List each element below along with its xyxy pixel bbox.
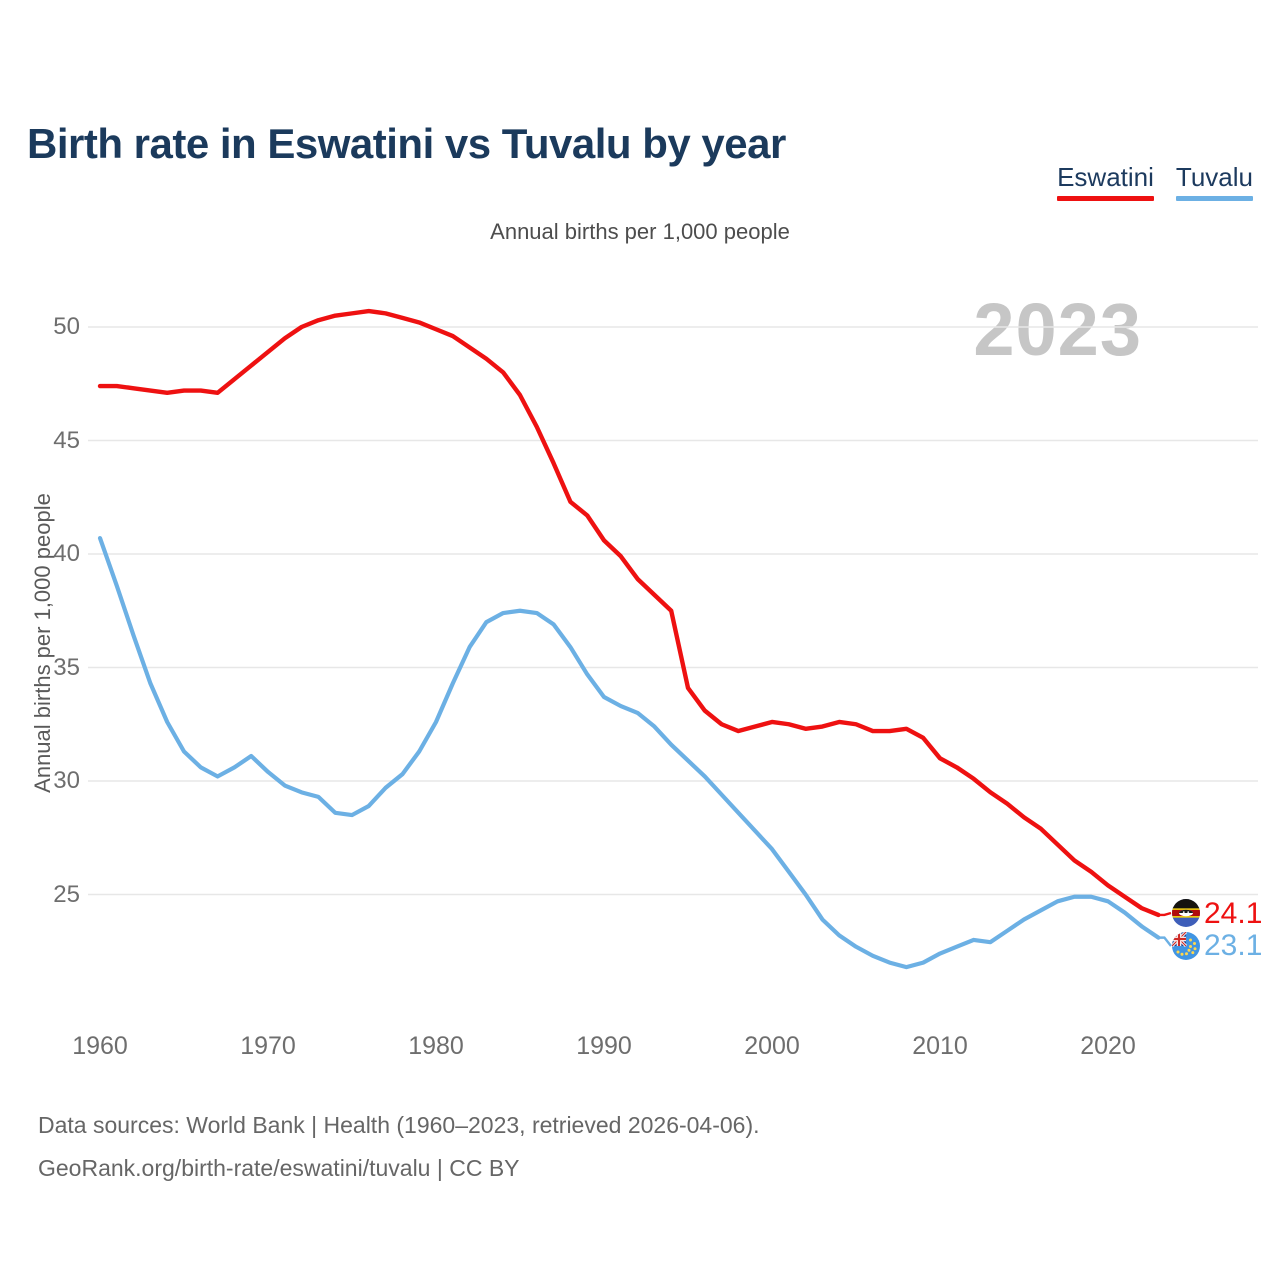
x-tick-label: 1980 [408,1032,464,1060]
page-title: Birth rate in Eswatini vs Tuvalu by year [27,120,786,168]
eswatini-line [97,308,1161,918]
eswatini-connector [1158,911,1172,917]
tuvalu-flag-icon [1172,932,1200,960]
x-tick-label: 2020 [1080,1032,1136,1060]
x-tick-label: 1970 [240,1032,296,1060]
tuvalu-connector [1158,936,1172,947]
y-tick-label: 40 [53,540,80,567]
x-tick-label: 1990 [576,1032,632,1060]
legend-item-eswatini[interactable]: Eswatini [1057,163,1154,201]
legend-label-eswatini: Eswatini [1057,162,1154,192]
chart-subtitle: Annual births per 1,000 people [490,219,790,244]
y-tick-label: 25 [53,880,80,908]
footer-sources: Data sources: World Bank | Health (1960–… [38,1112,760,1138]
x-tick-label: 1960 [72,1032,128,1060]
y-tick-label: 35 [53,653,80,681]
tuvalu-line [97,536,1161,970]
legend-item-tuvalu[interactable]: Tuvalu [1175,162,1253,201]
eswatini-end-value: 24.1 [1204,897,1263,930]
legend-swatch-eswatini [1057,195,1154,201]
eswatini-flag-icon [1172,899,1200,927]
legend-swatch-tuvalu [1175,195,1253,201]
footer: Data sources: World Bank | Health (1960–… [38,1104,760,1189]
y-tick-label: 30 [53,767,80,794]
legend-label-tuvalu: Tuvalu [1175,162,1253,192]
y-tick-label: 45 [53,426,80,454]
footer-attribution: GeoRank.org/birth-rate/eswatini/tuvalu |… [38,1154,520,1181]
legend: Eswatini Tuvalu [1057,163,1253,201]
tuvalu-end-value: 23.1 [1204,929,1263,962]
y-axis-title: Annual births per 1,000 people [30,493,55,793]
watermark-year: 2023 [973,288,1142,371]
gridlines [88,326,1258,896]
x-tick-label: 2010 [912,1032,968,1060]
x-tick-label: 2000 [744,1032,800,1060]
y-tick-label: 50 [53,313,80,340]
